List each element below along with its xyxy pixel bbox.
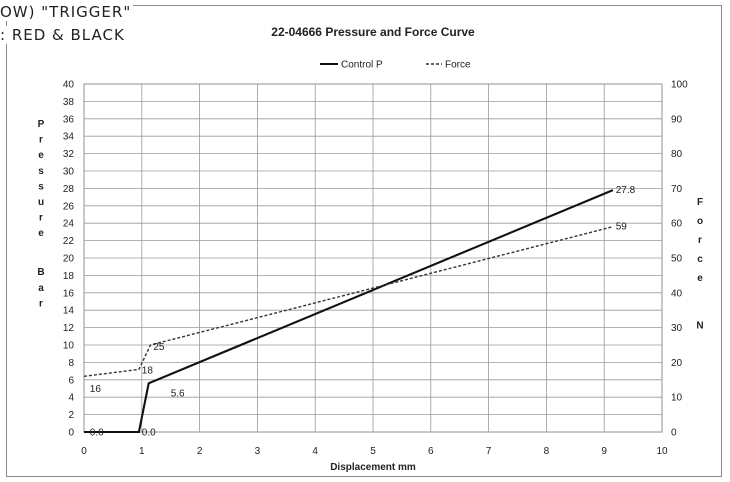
x-tick-label: 4	[312, 446, 318, 457]
y-left-tick-label: 20	[63, 254, 75, 265]
axis-title-letter: e	[697, 273, 703, 284]
legend-label-control-p: Control P	[341, 60, 383, 71]
y-left-tick-label: 18	[63, 271, 75, 282]
data-label: 0.0	[142, 428, 156, 439]
x-tick-label: 7	[486, 446, 492, 457]
y-left-tick-label: 40	[63, 80, 75, 91]
axis-title-letter: s	[38, 181, 44, 192]
x-tick-label: 1	[139, 446, 145, 457]
data-label: 5.6	[171, 388, 185, 399]
chart-frame	[6, 5, 722, 477]
axis-title-letter: o	[697, 216, 703, 227]
y-left-tick-label: 38	[63, 97, 75, 108]
axis-title-letter: B	[37, 267, 44, 278]
y-left-tick-label: 2	[68, 410, 74, 421]
y-left-tick-label: 30	[63, 167, 75, 178]
x-tick-label: 0	[81, 446, 87, 457]
y-right-axis-title: Force N	[696, 197, 703, 332]
y-left-tick-label: 32	[63, 149, 75, 160]
y-right-tick-label: 70	[671, 184, 683, 195]
y-right-tick-label: 10	[671, 393, 683, 404]
y-right-tick-label: 30	[671, 323, 683, 334]
y-left-tick-label: 4	[68, 393, 74, 404]
y-right-tick-label: 0	[671, 428, 677, 439]
y-left-tick-label: 24	[63, 219, 75, 230]
y-left-tick-label: 22	[63, 236, 75, 247]
data-label: 27.8	[616, 185, 636, 196]
axis-title-letter: N	[696, 321, 703, 332]
axis-title-letter: a	[38, 283, 44, 294]
y-left-tick-label: 16	[63, 288, 75, 299]
series-line-force	[83, 226, 614, 377]
x-tick-label: 3	[255, 446, 261, 457]
axis-title-letter: c	[697, 254, 703, 265]
data-label: 0.0	[90, 428, 104, 439]
y-left-tick-label: 12	[63, 323, 75, 334]
x-tick-label: 5	[370, 446, 376, 457]
data-label: 59	[616, 221, 628, 232]
series-line-control-p	[84, 189, 614, 434]
x-tick-label: 6	[428, 446, 434, 457]
axis-title-letter: r	[39, 298, 43, 309]
data-label: 25	[153, 342, 165, 353]
y-left-tick-label: 34	[63, 132, 75, 143]
y-left-tick-label: 36	[63, 114, 75, 125]
overlay-text-line-2: : RED & BLACK	[0, 26, 127, 44]
y-right-tick-label: 50	[671, 254, 683, 265]
axis-title-letter: r	[39, 213, 43, 224]
grid	[83, 83, 663, 433]
data-label: 18	[142, 366, 154, 377]
axis-title-letter: e	[38, 150, 44, 161]
y-left-tick-label: 28	[63, 184, 75, 195]
x-tick-label: 8	[544, 446, 550, 457]
y-right-tick-label: 20	[671, 358, 683, 369]
legend-label-force: Force	[445, 60, 471, 71]
axis-title-letter: r	[698, 235, 702, 246]
axis-title-letter: u	[38, 197, 44, 208]
data-labels: 0.0 0.0 5.6 27.8 16 18 25 59	[90, 185, 636, 439]
x-tick-label: 9	[601, 446, 607, 457]
y-left-tick-label: 0	[68, 428, 74, 439]
y-left-tick-label: 14	[63, 306, 75, 317]
y-left-tick-label: 6	[68, 375, 74, 386]
y-right-tick-label: 60	[671, 219, 683, 230]
y-left-tick-label: 26	[63, 201, 75, 212]
axis-title-letter: r	[39, 135, 43, 146]
overlay-text-line-1: OW) "TRIGGER"	[0, 3, 134, 21]
y-right-tick-label: 100	[671, 80, 688, 91]
x-axis-title: Displacement mm	[330, 462, 416, 473]
y-right-tick-label: 90	[671, 114, 683, 125]
axis-title-letter: s	[38, 166, 44, 177]
series-lines	[83, 189, 614, 434]
x-tick-label: 10	[656, 446, 668, 457]
legend: Control P Force	[320, 60, 471, 71]
axis-title-letter: e	[38, 228, 44, 239]
y-left-tick-label: 10	[63, 341, 75, 352]
y-right-tick-label: 80	[671, 149, 683, 160]
axis-title-letter: F	[697, 197, 703, 208]
data-label: 16	[90, 384, 102, 395]
x-tick-label: 2	[197, 446, 203, 457]
y-left-tick-label: 8	[68, 358, 74, 369]
y-right-tick-label: 40	[671, 288, 683, 299]
chart-title: 22-04666 Pressure and Force Curve	[271, 25, 475, 39]
axis-title-letter: P	[38, 119, 45, 130]
